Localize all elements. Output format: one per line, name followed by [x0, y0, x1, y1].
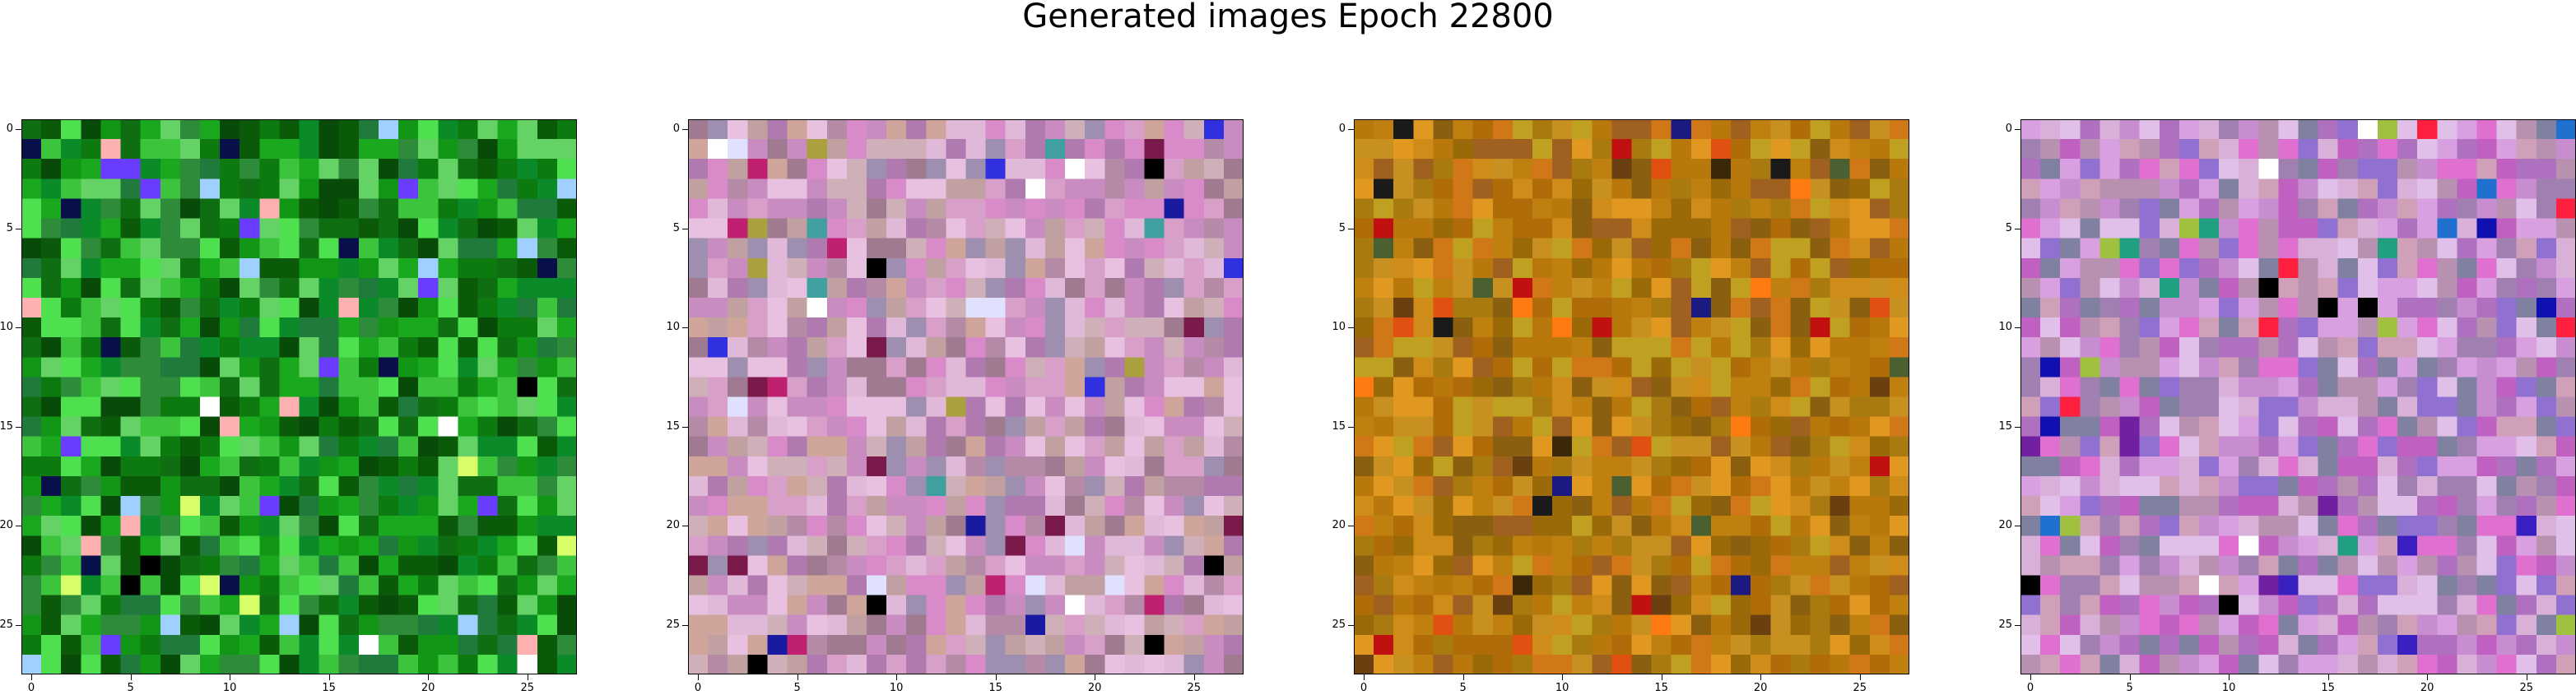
- y-tick-label: 5: [2005, 221, 2012, 234]
- y-tick-label: 5: [672, 221, 680, 234]
- x-tick-label: 10: [889, 682, 904, 694]
- image-panel-2: 0 5 10 15 20 25 0 5 10 15 20 25: [666, 119, 1244, 694]
- x-tick: [2229, 674, 2230, 680]
- y-tick: [16, 129, 21, 131]
- x-tick: [1462, 674, 1464, 680]
- image-panel-4: 0 5 10 15 20 25 0 5 10 15 20 25: [1998, 119, 2576, 694]
- generated-image-1: [21, 119, 577, 674]
- x-tick-label: 20: [421, 682, 435, 694]
- axes-frame: [2020, 119, 2576, 674]
- x-tick: [2327, 674, 2329, 680]
- y-tick-label: 0: [2005, 123, 2012, 136]
- y-tick-label: 10: [0, 321, 13, 334]
- y-tick-label: 0: [672, 123, 680, 136]
- y-tick: [2015, 129, 2020, 131]
- y-tick: [16, 426, 21, 428]
- y-tick-label: 5: [6, 221, 13, 234]
- x-tick-label: 20: [1753, 682, 1768, 694]
- x-tick-label: 25: [2519, 682, 2533, 694]
- y-tick-label: 25: [1332, 618, 1346, 631]
- x-tick-label: 0: [2026, 682, 2034, 694]
- y-tick-label: 0: [1338, 123, 1346, 136]
- y-tick-label: 10: [666, 321, 680, 334]
- y-tick: [16, 624, 21, 626]
- y-tick-label: 15: [666, 419, 680, 433]
- x-tick: [797, 674, 798, 680]
- x-tick: [896, 674, 898, 680]
- x-tick-label: 10: [1555, 682, 1569, 694]
- x-tick: [1760, 674, 1762, 680]
- x-tick-label: 5: [127, 682, 134, 694]
- x-tick-label: 10: [222, 682, 237, 694]
- image-panel-1: 0 5 10 15 20 25 0 5 10 15 20 25: [0, 119, 577, 694]
- x-tick-label: 25: [1853, 682, 1867, 694]
- x-tick-label: 15: [1654, 682, 1668, 694]
- x-tick: [2030, 674, 2032, 680]
- y-tick-label: 10: [1998, 321, 2012, 334]
- axes-frame: [21, 119, 577, 674]
- x-tick-label: 15: [2321, 682, 2335, 694]
- y-tick: [1348, 624, 1354, 626]
- y-tick-label: 25: [666, 618, 680, 631]
- x-tick-label: 15: [988, 682, 1002, 694]
- y-tick-label: 15: [1332, 419, 1346, 433]
- x-tick-label: 15: [322, 682, 336, 694]
- y-tick-label: 10: [1332, 321, 1346, 334]
- y-tick: [682, 327, 688, 329]
- y-tick: [2015, 327, 2020, 329]
- y-tick-label: 25: [1998, 618, 2012, 631]
- x-tick: [130, 674, 132, 680]
- y-tick: [2015, 624, 2020, 626]
- x-tick: [2427, 674, 2429, 680]
- x-tick-label: 10: [2221, 682, 2236, 694]
- x-tick-label: 5: [2126, 682, 2133, 694]
- x-tick: [698, 674, 700, 680]
- x-tick-label: 0: [1360, 682, 1368, 694]
- x-tick: [428, 674, 430, 680]
- x-tick-label: 25: [520, 682, 534, 694]
- y-tick: [682, 129, 688, 131]
- x-tick-label: 5: [1459, 682, 1467, 694]
- x-tick: [1193, 674, 1195, 680]
- axes-frame: [1354, 119, 1909, 674]
- x-tick: [1364, 674, 1365, 680]
- y-tick-label: 20: [666, 519, 680, 532]
- y-tick-label: 5: [1338, 221, 1346, 234]
- x-tick: [31, 674, 33, 680]
- x-tick: [2129, 674, 2131, 680]
- y-tick: [2015, 426, 2020, 428]
- y-tick: [682, 426, 688, 428]
- y-tick: [1348, 327, 1354, 329]
- y-tick-label: 15: [1998, 419, 2012, 433]
- y-tick: [1348, 129, 1354, 131]
- x-tick-label: 5: [793, 682, 801, 694]
- x-tick: [995, 674, 997, 680]
- x-tick-label: 0: [694, 682, 702, 694]
- image-panel-3: 0 5 10 15 20 25 0 5 10 15 20 25: [1332, 119, 1909, 694]
- generated-image-2: [688, 119, 1244, 674]
- y-tick-label: 0: [6, 123, 13, 136]
- x-tick: [1859, 674, 1861, 680]
- y-tick: [1348, 426, 1354, 428]
- y-tick-label: 20: [0, 519, 13, 532]
- y-tick-label: 20: [1332, 519, 1346, 532]
- y-tick: [16, 327, 21, 329]
- generated-image-4: [2020, 119, 2576, 674]
- y-tick-label: 25: [0, 618, 13, 631]
- figure-title: Generated images Epoch 22800: [1022, 0, 1554, 35]
- y-tick-label: 15: [0, 419, 13, 433]
- x-tick-label: 25: [1187, 682, 1201, 694]
- generated-image-3: [1354, 119, 1909, 674]
- x-tick-label: 20: [1087, 682, 1102, 694]
- x-tick-label: 0: [27, 682, 35, 694]
- x-tick: [1562, 674, 1564, 680]
- y-tick: [682, 624, 688, 626]
- x-tick-label: 20: [2420, 682, 2434, 694]
- axes-frame: [688, 119, 1244, 674]
- x-tick: [328, 674, 330, 680]
- y-tick-label: 20: [1998, 519, 2012, 532]
